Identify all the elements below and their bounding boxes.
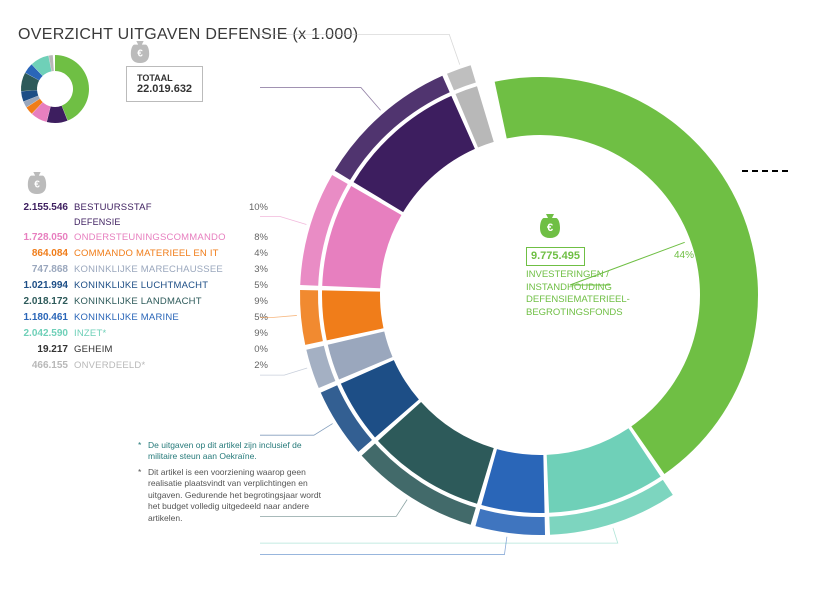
- footnote-mark: *: [138, 440, 148, 463]
- svg-text:€: €: [547, 222, 553, 234]
- leader-marechaussee: [260, 368, 307, 375]
- mini-donut-chart: [20, 54, 90, 124]
- total-value: 22.019.632: [137, 83, 192, 95]
- legend-name: INZET*: [74, 326, 240, 341]
- legend-name: ONDERSTEUNINGSCOMMANDO: [74, 230, 240, 245]
- seg-marine: [481, 449, 544, 513]
- total-box: € TOTAAL 22.019.632: [126, 66, 203, 102]
- legend-amount: 864.084: [18, 246, 74, 262]
- euro-bag-icon: €: [26, 170, 48, 202]
- legend-amount: 466.155: [18, 358, 74, 374]
- seg-bestuursstaf: [354, 96, 475, 212]
- legend-row-geheim: 19.217GEHEIM0%: [18, 342, 268, 358]
- legend-amount: 2.042.590: [18, 326, 74, 342]
- footnote-text: Dit artikel is een voorziening waarop ge…: [148, 467, 328, 524]
- leader-bestuursstaf: [260, 88, 381, 111]
- leader-ondersteuning: [260, 216, 306, 224]
- svg-text:€: €: [137, 49, 143, 60]
- legend-row-inzet: 2.042.590INZET*9%: [18, 326, 268, 342]
- legend-name: KONINKLIJKE MARINE: [74, 310, 240, 325]
- center-amount: 9.775.495: [526, 247, 585, 266]
- leader-materieel_it: [260, 315, 297, 317]
- footnotes: *De uitgaven op dit artikel zijn inclusi…: [138, 440, 328, 528]
- seg-materieel_it: [322, 290, 383, 340]
- legend-amount: 1.728.050: [18, 230, 74, 246]
- leader-luchtmacht: [260, 424, 333, 436]
- legend-row-landmacht: 2.018.172KONINKLIJKE LANDMACHT9%: [18, 294, 268, 310]
- footnote-mark: *: [138, 467, 148, 524]
- euro-bag-icon: €: [129, 39, 151, 68]
- legend-amount: 2.155.546: [18, 200, 74, 216]
- center-pct: 44%: [674, 249, 694, 263]
- total-label: TOTAAL: [137, 73, 192, 83]
- legend-name: BESTUURSSTAFDEFENSIE: [74, 200, 240, 230]
- euro-bag-icon: €: [538, 212, 562, 243]
- legend-name: COMMANDO MATERIEEL EN IT: [74, 246, 240, 261]
- legend-list: € 2.155.546BESTUURSSTAFDEFENSIE10%1.728.…: [18, 200, 268, 374]
- legend-row-luchtmacht: 1.021.994KONINKLIJKE LUCHTMACHT5%: [18, 278, 268, 294]
- legend-row-onverdeeld: 466.155ONVERDEELD*2%: [18, 358, 268, 374]
- legend-name: GEHEIM: [74, 342, 240, 357]
- legend-amount: 1.021.994: [18, 278, 74, 294]
- legend-name: KONINKLIJKE LUCHTMACHT: [74, 278, 240, 293]
- footnote: *Dit artikel is een voorziening waarop g…: [138, 467, 328, 524]
- footnote: *De uitgaven op dit artikel zijn inclusi…: [138, 440, 328, 463]
- legend-amount: 19.217: [18, 342, 74, 358]
- legend-row-marechaussee: 747.868KONINKLIJKE MARECHAUSSEE3%: [18, 262, 268, 278]
- legend-amount: 2.018.172: [18, 294, 74, 310]
- center-highlight: 9.775.495 44% INVESTERINGEN / INSTANDHOU…: [526, 247, 686, 320]
- legend-name: ONVERDEELD*: [74, 358, 240, 373]
- dashed-connector: [742, 170, 788, 172]
- outer-onverdeeld: [447, 65, 476, 90]
- leader-marine: [260, 537, 507, 555]
- legend-row-marine: 1.180.461KONINKLIJKE MARINE5%: [18, 310, 268, 326]
- legend-amount: 1.180.461: [18, 310, 74, 326]
- legend-row-ondersteuning: 1.728.050ONDERSTEUNINGSCOMMANDO8%: [18, 230, 268, 246]
- center-name: INVESTERINGEN / INSTANDHOUDING DEFENSIEM…: [526, 269, 686, 320]
- svg-text:€: €: [34, 180, 40, 191]
- legend-name: KONINKLIJKE LANDMACHT: [74, 294, 240, 309]
- outer-materieel_it: [300, 290, 323, 345]
- footnote-text: De uitgaven op dit artikel zijn inclusie…: [148, 440, 328, 463]
- leader-onverdeeld: [260, 34, 460, 64]
- legend-row-materieel_it: 864.084COMMANDO MATERIEEL EN IT4%: [18, 246, 268, 262]
- legend-name: KONINKLIJKE MARECHAUSSEE: [74, 262, 240, 277]
- legend-amount: 747.868: [18, 262, 74, 278]
- legend-row-bestuursstaf: 2.155.546BESTUURSSTAFDEFENSIE10%: [18, 200, 268, 230]
